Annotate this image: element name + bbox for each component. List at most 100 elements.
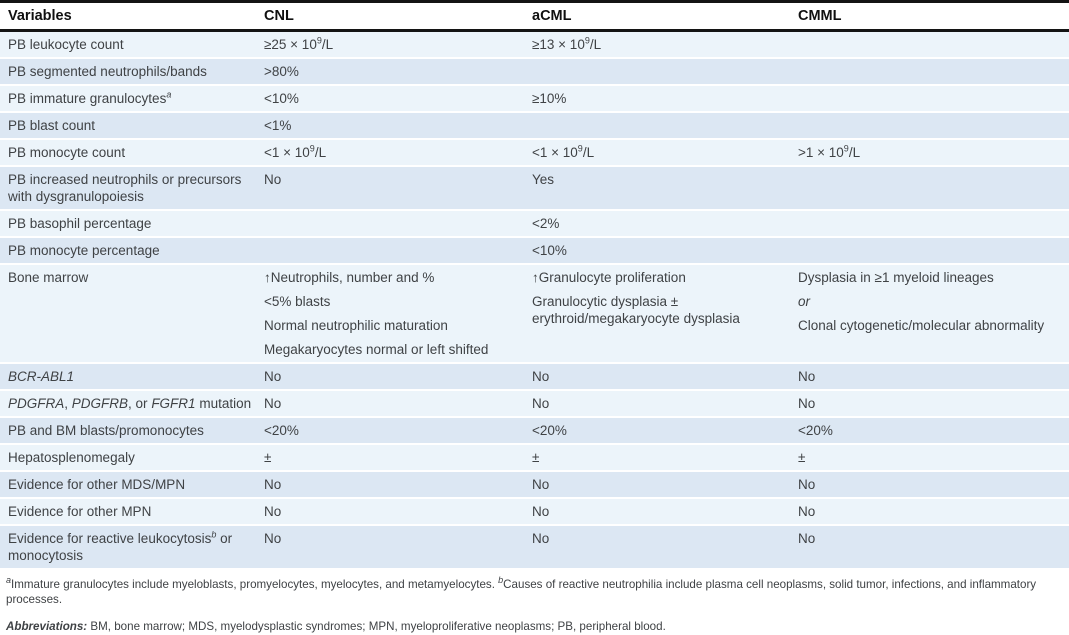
table-row: Evidence for reactive leukocytosisb or m…	[0, 525, 1069, 570]
cell-variable: PB increased neutrophils or precursors w…	[0, 166, 264, 211]
cell-acml	[532, 112, 798, 140]
cell-cnl: <1 × 109/L	[264, 139, 532, 167]
cell-variable: Hepatosplenomegaly	[0, 444, 264, 472]
cell-line: No	[532, 476, 790, 493]
header-row: Variables CNL aCML CMML	[0, 0, 1069, 32]
cell-line: ≥13 × 109/L	[532, 36, 790, 53]
text-segment: Megakaryocytes normal or left shifted	[264, 342, 489, 357]
text-segment: No	[532, 477, 550, 492]
table-row: Evidence for other MDS/MPN No No No	[0, 471, 1069, 499]
cell-line: No	[264, 395, 524, 412]
cell-cnl: <1%	[264, 112, 532, 140]
cell-cmml: No	[798, 363, 1069, 391]
text-segment: BCR-ABL1	[8, 369, 75, 384]
text-segment: PDGFRA	[8, 396, 65, 411]
text-segment: a	[6, 575, 12, 586]
cell-acml: No	[532, 390, 798, 418]
cell-line: PB immature granulocytesa	[8, 90, 256, 107]
table-row: PB monocyte percentage <10%	[0, 237, 1069, 265]
text-segment: ≥25 × 10	[264, 37, 317, 52]
cell-line: ±	[264, 449, 524, 466]
cell-acml: No	[532, 498, 798, 526]
text-segment: >80%	[264, 64, 299, 79]
text-segment: , or	[128, 396, 152, 411]
cell-line: PDGFRA, PDGFRB, or FGFR1 mutation	[8, 395, 256, 412]
table-row: PB immature granulocytesa <10% ≥10%	[0, 85, 1069, 113]
text-segment: PB monocyte count	[8, 145, 126, 160]
text-segment: No	[798, 504, 816, 519]
cell-variable: PB blast count	[0, 112, 264, 140]
text-segment: No	[798, 396, 816, 411]
cell-line: <20%	[532, 422, 790, 439]
text-segment: No	[532, 504, 550, 519]
cell-line: <1 × 109/L	[532, 144, 790, 161]
text-segment: Bone marrow	[8, 270, 89, 285]
text-segment: No	[264, 504, 282, 519]
text-segment: No	[532, 531, 550, 546]
cell-line: or	[798, 293, 1061, 310]
text-segment: No	[798, 477, 816, 492]
text-segment: <20%	[264, 423, 299, 438]
cell-line: No	[264, 368, 524, 385]
cell-line: No	[532, 503, 790, 520]
text-segment: Dysplasia in ≥1 myeloid lineages	[798, 270, 994, 285]
cell-line: No	[798, 530, 1061, 547]
cell-acml: Yes	[532, 166, 798, 211]
text-segment: /L	[582, 145, 595, 160]
cell-line: PB monocyte percentage	[8, 242, 256, 259]
cell-line: PB and BM blasts/promonocytes	[8, 422, 256, 439]
cell-line: <10%	[532, 242, 790, 259]
text-segment: Abbreviations:	[6, 620, 88, 633]
cell-line: PB basophil percentage	[8, 215, 256, 232]
text-segment: <1%	[264, 118, 292, 133]
table-row: PB blast count <1%	[0, 112, 1069, 140]
cell-acml: ≥10%	[532, 85, 798, 113]
text-segment: ≥13 × 10	[532, 37, 585, 52]
table-row: PB and BM blasts/promonocytes <20% <20% <20…	[0, 417, 1069, 445]
cell-cmml	[798, 237, 1069, 265]
cell-cmml: <20%	[798, 417, 1069, 445]
text-segment: No	[264, 531, 282, 546]
cell-line: No	[798, 395, 1061, 412]
column-header-variables: Variables	[0, 0, 264, 32]
text-segment: PB monocyte percentage	[8, 243, 160, 258]
cell-line: <10%	[264, 90, 524, 107]
text-segment: 9	[584, 35, 590, 46]
text-segment: PB segmented neutrophils/bands	[8, 64, 207, 79]
cell-cnl	[264, 237, 532, 265]
cell-cnl: No	[264, 471, 532, 499]
cell-line: No	[264, 503, 524, 520]
cell-variable: BCR-ABL1	[0, 363, 264, 391]
cell-cmml	[798, 166, 1069, 211]
table-row: Bone marrow ↑Neutrophils, number and % <5%…	[0, 264, 1069, 364]
cell-cmml: No	[798, 498, 1069, 526]
cell-variable: Evidence for reactive leukocytosisb or m…	[0, 525, 264, 570]
text-segment: Granulocytic dysplasia ± erythroid/megak…	[532, 294, 740, 326]
abbreviations: Abbreviations: BM, bone marrow; MDS, mye…	[6, 620, 1059, 635]
cell-acml: <10%	[532, 237, 798, 265]
cell-cmml	[798, 210, 1069, 238]
text-segment: <5% blasts	[264, 294, 331, 309]
text-segment: <10%	[264, 91, 299, 106]
table-body: PB leukocyte count ≥25 × 109/L ≥13 × 109/L…	[0, 30, 1069, 570]
footnote-note: aImmature granulocytes include myeloblas…	[6, 575, 1059, 607]
text-segment: 9	[316, 35, 322, 46]
text-segment: PB increased neutrophils or precursors w…	[8, 172, 242, 204]
text-segment: PB leukocyte count	[8, 37, 124, 52]
text-segment: Evidence for other MPN	[8, 504, 152, 519]
text-segment: /L	[314, 145, 327, 160]
cell-variable: PB immature granulocytesa	[0, 85, 264, 113]
text-segment: ±	[798, 450, 806, 465]
cell-line: ±	[532, 449, 790, 466]
cell-acml: <1 × 109/L	[532, 139, 798, 167]
cell-acml: No	[532, 471, 798, 499]
cell-line: Evidence for other MPN	[8, 503, 256, 520]
text-segment: ≥10%	[532, 91, 567, 106]
cell-line: BCR-ABL1	[8, 368, 256, 385]
cell-line: Dysplasia in ≥1 myeloid lineages	[798, 269, 1061, 286]
cell-line: Yes	[532, 171, 790, 188]
text-segment: ↑Granulocyte proliferation	[532, 270, 686, 285]
cell-cnl: No	[264, 166, 532, 211]
cell-line: <20%	[264, 422, 524, 439]
text-segment: PB blast count	[8, 118, 96, 133]
